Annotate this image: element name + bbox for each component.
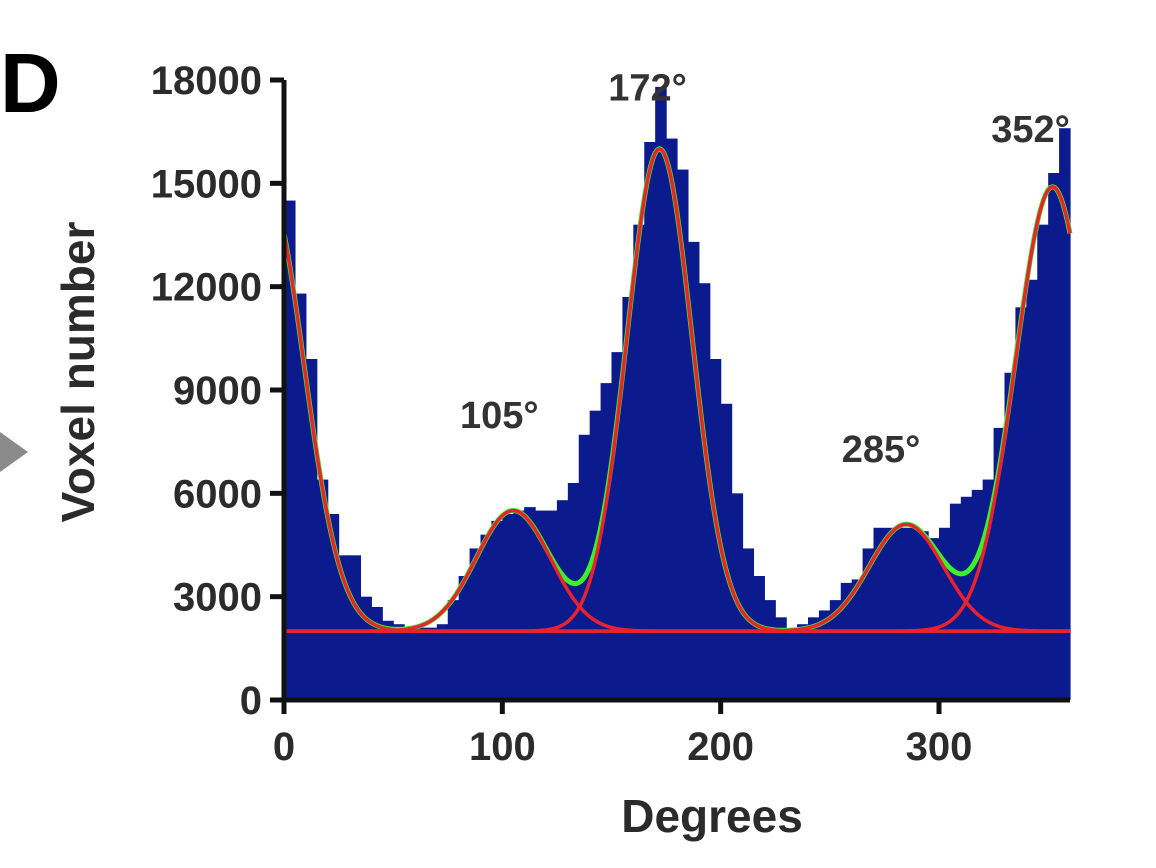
histogram-bar — [546, 510, 558, 700]
histogram-bar — [502, 514, 514, 700]
x-axis-label: Degrees — [621, 790, 803, 842]
histogram-bar — [284, 200, 296, 700]
histogram-bar — [371, 607, 383, 700]
histogram-bar — [436, 624, 449, 700]
histogram-bar — [633, 224, 645, 701]
histogram-bar — [524, 507, 536, 700]
histogram-bar — [949, 503, 962, 700]
histogram-bar — [906, 527, 918, 700]
histogram-bar — [829, 600, 842, 700]
histogram-bar — [622, 297, 634, 700]
histogram-bar — [415, 627, 427, 700]
histogram-bar — [513, 510, 525, 700]
histogram-bar — [971, 489, 984, 700]
histogram-bar — [349, 555, 362, 700]
histogram-bar — [1048, 173, 1060, 700]
histogram-bar — [928, 538, 940, 700]
component-fit-curve — [283, 522, 1070, 633]
histogram-bar — [305, 359, 318, 700]
histogram-bar — [644, 142, 656, 700]
y-tick-label: 12000 — [151, 266, 262, 310]
histogram-bar — [600, 383, 613, 700]
peak-annotation: 285° — [842, 429, 921, 471]
histogram-bar — [666, 138, 678, 700]
histogram-bar — [993, 427, 1006, 700]
histogram-bars — [284, 86, 1071, 701]
histogram-bar — [720, 403, 733, 700]
histogram-bar — [677, 169, 689, 700]
histogram-bar — [1037, 224, 1049, 701]
histogram-bar — [425, 627, 438, 700]
histogram-bar — [404, 627, 416, 700]
histogram-bar — [862, 548, 875, 700]
peak-annotation: 352° — [991, 109, 1070, 151]
peak-labels: 352° 105° 172° 285° — [460, 68, 1070, 472]
histogram-bar — [327, 514, 340, 700]
histogram-bar — [764, 600, 776, 700]
x-tick-label: 100 — [469, 725, 536, 769]
peak-annotation: 105° — [460, 395, 539, 437]
histogram-bar — [840, 582, 853, 700]
histogram-bar — [393, 624, 405, 700]
histogram-bar — [535, 510, 547, 700]
histogram-bar — [567, 483, 580, 700]
histogram-bar — [458, 576, 471, 700]
histogram-bar — [687, 241, 700, 700]
histogram-bar — [1059, 128, 1071, 701]
y-tick-label: 0 — [240, 679, 262, 723]
histogram-bar — [556, 500, 569, 700]
x-axis: 0 100 200 300 — [273, 697, 1070, 769]
histogram-bar — [753, 576, 765, 700]
y-tick-label: 18000 — [151, 59, 262, 103]
peak-annotation: 172° — [608, 68, 687, 110]
histogram-bar — [698, 283, 711, 700]
histogram-bar — [316, 479, 329, 700]
x-tick-label: 0 — [273, 725, 295, 769]
histogram-bar — [447, 600, 460, 700]
histogram-bar — [611, 352, 624, 700]
histogram-bar — [294, 293, 307, 700]
histogram-bar — [1026, 279, 1038, 700]
fit-curves — [281, 146, 1073, 633]
histogram-bar — [742, 548, 755, 700]
y-tick-label: 15000 — [151, 162, 262, 206]
histogram-bar — [851, 579, 864, 700]
histogram-bar — [655, 86, 667, 700]
histogram-bar — [491, 520, 503, 700]
histogram-bar — [786, 631, 798, 700]
histogram-bar — [939, 527, 951, 700]
histogram-bar — [578, 434, 591, 700]
histogram-bar — [873, 527, 886, 700]
histogram-bar — [469, 548, 482, 700]
y-tick-label: 9000 — [173, 369, 262, 413]
histogram-bar — [797, 624, 809, 700]
histogram-bar — [808, 617, 820, 700]
histogram-bar — [917, 531, 929, 700]
histogram-bar — [382, 620, 394, 700]
x-tick-label: 300 — [906, 725, 973, 769]
histogram-bar — [818, 610, 831, 700]
histogram-bar — [1004, 372, 1017, 700]
x-tick-label: 200 — [687, 725, 754, 769]
y-tick-label: 3000 — [173, 576, 262, 620]
histogram-bar — [480, 534, 493, 700]
histogram-bar — [338, 555, 351, 700]
y-axis-label: Voxel number — [52, 222, 104, 523]
histogram-bar — [1015, 307, 1027, 700]
histogram-bar — [884, 527, 896, 700]
side-arrow-icon — [0, 432, 28, 472]
histogram-bar — [360, 596, 372, 700]
y-axis: 0 3000 6000 9000 12000 15000 18000 — [151, 59, 287, 723]
histogram-bar — [895, 527, 907, 700]
panel-letter: D — [0, 36, 61, 130]
y-tick-label: 6000 — [173, 472, 262, 516]
histogram-bar — [775, 617, 787, 700]
histogram-bar — [982, 479, 995, 700]
